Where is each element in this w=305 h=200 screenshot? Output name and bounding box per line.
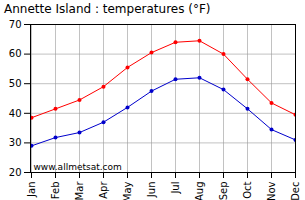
svg-text:Sep: Sep: [218, 182, 229, 200]
svg-text:Aug: Aug: [194, 182, 205, 200]
svg-text:Jan: Jan: [26, 182, 37, 198]
svg-text:40: 40: [9, 108, 22, 119]
svg-text:50: 50: [9, 78, 22, 89]
svg-text:Jun: Jun: [146, 182, 157, 199]
html-text:Annette Island : temperatures: Annette Island : temperatures (°F): [4, 2, 211, 16]
svg-text:www.allmetsat.com: www.allmetsat.com: [34, 162, 122, 172]
svg-text:Nov: Nov: [266, 181, 277, 200]
svg-text:May: May: [122, 181, 133, 200]
svg-text:Jul: Jul: [170, 182, 181, 195]
svg-text:Mar: Mar: [74, 181, 85, 200]
svg-text:20: 20: [9, 167, 22, 178]
svg-text:30: 30: [9, 137, 22, 148]
svg-text:70: 70: [9, 19, 22, 30]
svg-text:Oct: Oct: [242, 181, 253, 198]
svg-text:60: 60: [9, 48, 22, 59]
svg-text:Apr: Apr: [98, 181, 109, 199]
svg-text:Dec: Dec: [290, 182, 301, 200]
svg-text:Feb: Feb: [50, 182, 61, 200]
